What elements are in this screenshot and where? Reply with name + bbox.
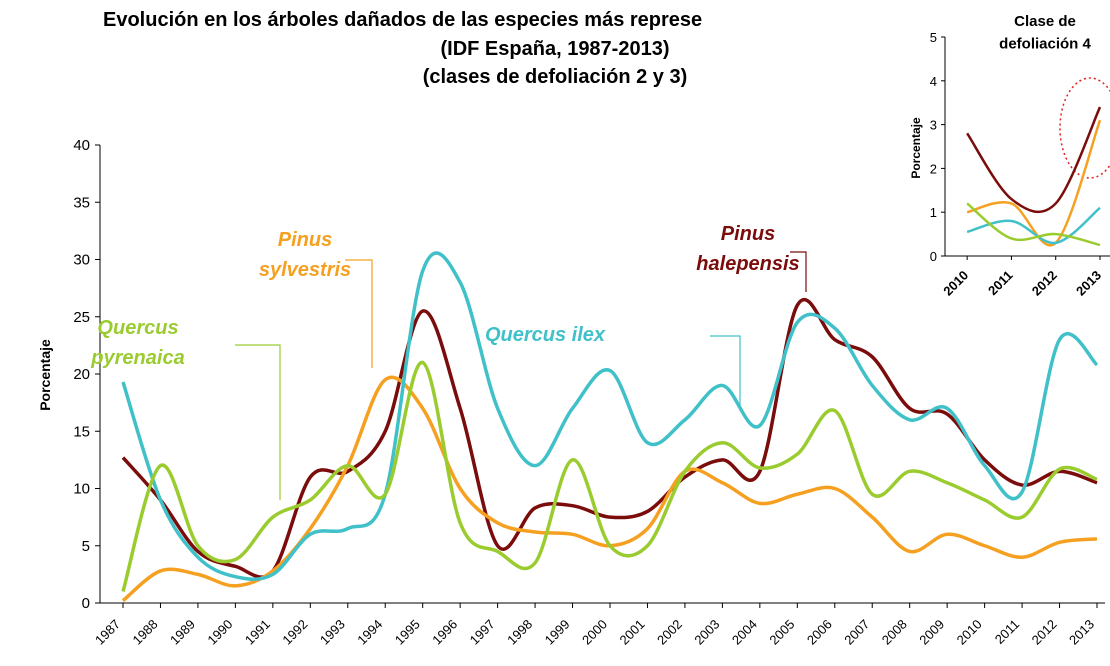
x-tick-label: 1990 [204,617,235,648]
series-line [121,251,1099,581]
x-tick-label: 1989 [167,617,198,648]
x-tick-label: 2000 [579,617,610,648]
label-leader [790,251,807,292]
series-label: Quercus ilex [485,324,606,346]
x-tick-label: 2011 [992,617,1022,647]
inset-y-tick-label: 5 [930,30,937,45]
y-tick-label: 35 [73,194,90,211]
series-label: Pinus sylvestris [259,229,351,281]
series-line [121,360,1098,593]
x-tick-label: 2002 [654,617,685,648]
chart-subtitle: (clases de defoliación 2 y 3) [423,66,688,88]
x-tick-label: 1998 [504,617,535,648]
series-line [966,119,1102,247]
x-tick-label: 1995 [392,617,423,648]
x-tick-label: 2009 [916,617,947,648]
label-leader [235,344,281,500]
series-label: Quercus pyrenaica [90,317,184,369]
series-line [966,202,1101,247]
y-tick-label: 40 [73,137,90,154]
x-tick-label: 2013 [1066,617,1097,648]
chart-subtitle: (IDF España, 1987-2013) [441,38,670,60]
inset-y-tick-label: 4 [930,74,937,89]
label-leader [345,259,373,368]
inset-y-tick-label: 0 [930,249,937,264]
x-tick-label: 2003 [691,617,722,648]
inset-y-tick-label: 2 [930,161,937,176]
x-tick-label: 1999 [542,617,573,648]
x-tick-label: 2010 [954,617,985,648]
inset-y-tick-label: 1 [930,205,937,220]
x-tick-label: 2005 [766,617,797,648]
inset-background [905,0,1110,305]
x-tick-label: 2008 [879,617,910,648]
inset-y-tick-label: 3 [930,118,937,133]
inset-title: Clase de defoliación 4 [999,13,1091,53]
y-tick-label: 5 [82,538,90,555]
chart-title: Evolución en los árboles dañados de las … [103,9,702,31]
inset-y-axis-label: Porcentaje [909,117,923,179]
y-tick-label: 20 [73,366,90,383]
x-tick-label: 1997 [467,617,498,648]
x-tick-label: 1994 [354,617,385,648]
y-tick-label: 25 [73,309,90,326]
x-tick-label: 1987 [92,617,123,648]
x-tick-label: 1993 [317,617,348,648]
y-tick-label: 10 [73,481,90,498]
x-tick-label: 2007 [841,617,872,648]
label-leader [710,335,741,410]
y-axis-label: Porcentaje [37,339,53,411]
series-line [966,206,1101,245]
x-tick-label: 2004 [729,617,760,648]
x-tick-label: 1988 [130,617,161,648]
x-tick-label: 2012 [1029,617,1060,648]
y-tick-label: 0 [82,595,90,612]
x-tick-label: 2001 [617,617,648,648]
series-label: Pinus halepensis [696,223,799,275]
series-line [966,106,1102,214]
x-tick-label: 1996 [429,617,460,648]
x-tick-label: 1991 [242,617,273,648]
x-tick-label: 2006 [804,617,835,648]
x-tick-label: 1992 [279,617,310,648]
highlight-ellipse [1059,77,1110,179]
y-tick-label: 30 [73,252,90,269]
y-tick-label: 15 [73,423,90,440]
